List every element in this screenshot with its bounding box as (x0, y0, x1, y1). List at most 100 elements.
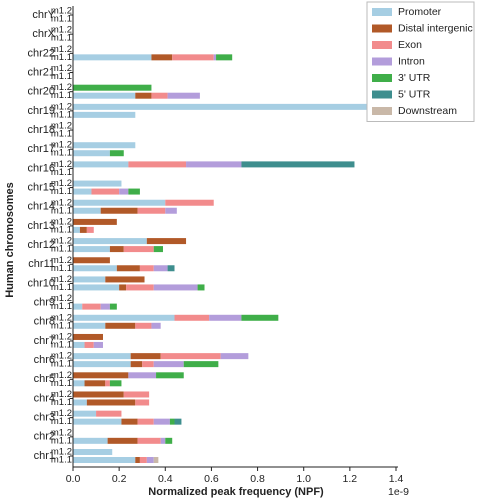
y-tick-label: chr1 (34, 450, 55, 462)
legend-swatch (372, 57, 392, 66)
bar-segment (151, 54, 173, 61)
bar-segment (130, 353, 161, 360)
bar-segment (105, 380, 110, 387)
bar-segment (165, 437, 173, 444)
bar-segment (73, 257, 110, 264)
bar-segment (73, 111, 136, 118)
bar-segment (130, 361, 143, 368)
bar-segment (151, 322, 161, 329)
bar-segment (135, 457, 140, 463)
x-tick-label: 0.2 (112, 473, 127, 485)
bar-segment (172, 54, 214, 61)
legend-swatch (372, 24, 392, 33)
sub-label: m1.1 (51, 244, 72, 255)
x-tick-label: 0.6 (204, 473, 219, 485)
bar-segment (73, 276, 106, 283)
bar-segment (153, 418, 170, 425)
bar-segment (109, 150, 124, 157)
sub-label: m1.2 (51, 351, 72, 362)
sub-label: m1.2 (51, 331, 72, 342)
bar-segment (73, 265, 117, 272)
bar-segment (82, 303, 101, 310)
sub-label: m1.2 (51, 312, 72, 323)
bar-segment (165, 199, 214, 206)
sub-label: m1.1 (51, 339, 72, 350)
bar-segment (86, 399, 136, 406)
bar-segment (135, 322, 152, 329)
sub-label: m1.2 (51, 236, 72, 247)
bar-segment (73, 142, 136, 149)
y-tick-label: chr7 (34, 335, 55, 347)
bar-segment (73, 92, 136, 99)
y-tick-label: chr6 (34, 354, 55, 366)
sub-label: m1.1 (51, 167, 72, 178)
sub-label: m1.1 (51, 148, 72, 159)
bar-segment (119, 284, 127, 291)
legend-label: Distal intergenic (398, 22, 473, 34)
bar-segment (100, 207, 138, 214)
bar-segment (73, 380, 85, 387)
sub-label: m1.1 (51, 359, 72, 370)
bar-segment (91, 188, 120, 195)
bar-segment (137, 437, 161, 444)
sub-label: m1.2 (51, 216, 72, 227)
sub-label: m1.1 (51, 301, 72, 312)
bar-segment (241, 161, 355, 168)
y-tick-label: chr14 (27, 201, 55, 213)
bar-segment (73, 54, 152, 61)
bar-segment (105, 322, 136, 329)
sub-label: m1.2 (51, 447, 72, 458)
bar-segment (100, 303, 110, 310)
sub-label: m1.2 (51, 427, 72, 438)
bar-segment (123, 391, 150, 398)
sub-label: m1.2 (51, 82, 72, 93)
sub-label: m1.1 (51, 282, 72, 293)
bar-segment (116, 265, 140, 272)
legend-label: Exon (398, 39, 422, 51)
sub-label: m1.1 (51, 129, 72, 140)
x-tick-label: 1.2 (343, 473, 358, 485)
bar-segment (209, 314, 242, 321)
bar-segment (174, 314, 210, 321)
x-tick-label: 0.8 (250, 473, 265, 485)
sub-label: m1.2 (51, 274, 72, 285)
bar-segment (153, 284, 198, 291)
x-tick-label: 1.0 (296, 473, 311, 485)
bar-segment (73, 457, 136, 463)
bar-segment (73, 303, 83, 310)
bar-segment (73, 333, 103, 340)
y-tick-label: chr9 (34, 297, 55, 309)
sub-label: m1.1 (51, 224, 72, 235)
y-tick-label: chr8 (34, 316, 55, 328)
sub-label: m1.1 (51, 397, 72, 408)
bar-segment (167, 265, 175, 272)
sub-label: m1.2 (51, 6, 72, 17)
legend-swatch (372, 74, 392, 82)
legend-label: 3' UTR (398, 72, 431, 84)
y-axis-label: Human chromosomes (4, 182, 16, 298)
y-tick-label: chr15 (27, 181, 55, 193)
sub-label: m1.2 (51, 25, 72, 36)
bar-segment (73, 188, 92, 195)
y-tick-label: chrX (32, 28, 55, 40)
sub-label: m1.2 (51, 159, 72, 170)
bar-segment (160, 437, 166, 444)
y-tick-label: chr13 (27, 220, 55, 232)
bar-segment (109, 303, 117, 310)
legend-swatch (372, 90, 392, 99)
sub-label: m1.2 (51, 408, 72, 419)
x-axis-label: Normalized peak frequency (NPF) (148, 486, 324, 498)
sub-label: m1.1 (51, 263, 72, 274)
y-tick-label: chr22 (27, 47, 55, 59)
legend-label: 5' UTR (398, 88, 431, 100)
bar-segment (73, 84, 152, 91)
sub-label: m1.2 (51, 255, 72, 266)
bar-segment (96, 410, 122, 417)
sub-label: m1.1 (51, 71, 72, 82)
bar-segment (73, 449, 113, 455)
bar-segment (153, 265, 168, 272)
bar-segment (73, 284, 120, 291)
bar-segment (216, 54, 233, 61)
bar-segment (142, 361, 154, 368)
sub-label: m1.1 (51, 320, 72, 331)
